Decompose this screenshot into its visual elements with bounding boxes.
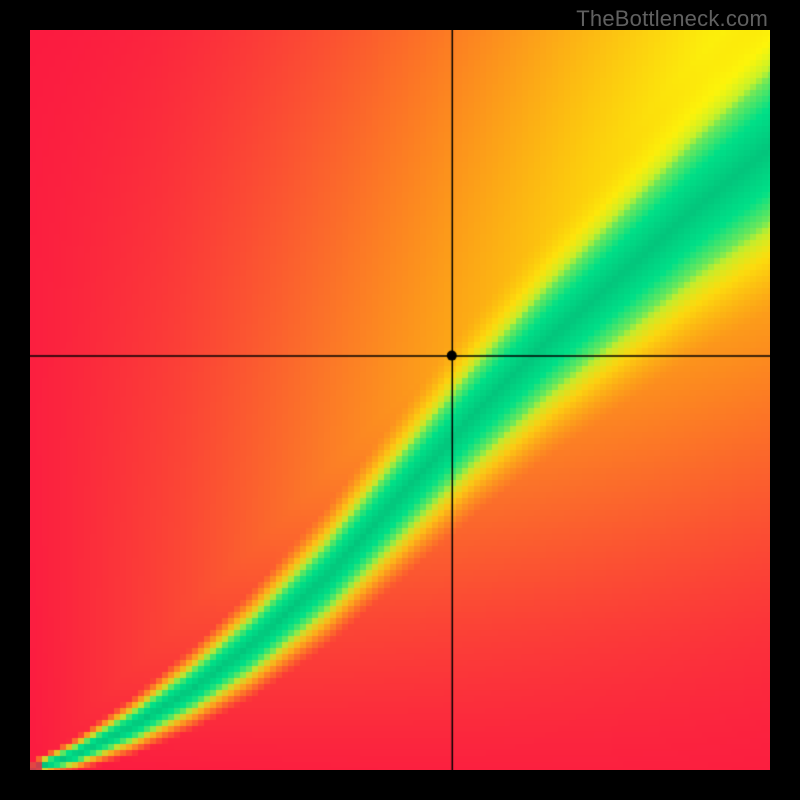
- plot-area: [30, 30, 770, 770]
- watermark-label: TheBottleneck.com: [576, 6, 768, 32]
- heatmap-canvas: [30, 30, 770, 770]
- plot-frame: TheBottleneck.com: [0, 0, 800, 800]
